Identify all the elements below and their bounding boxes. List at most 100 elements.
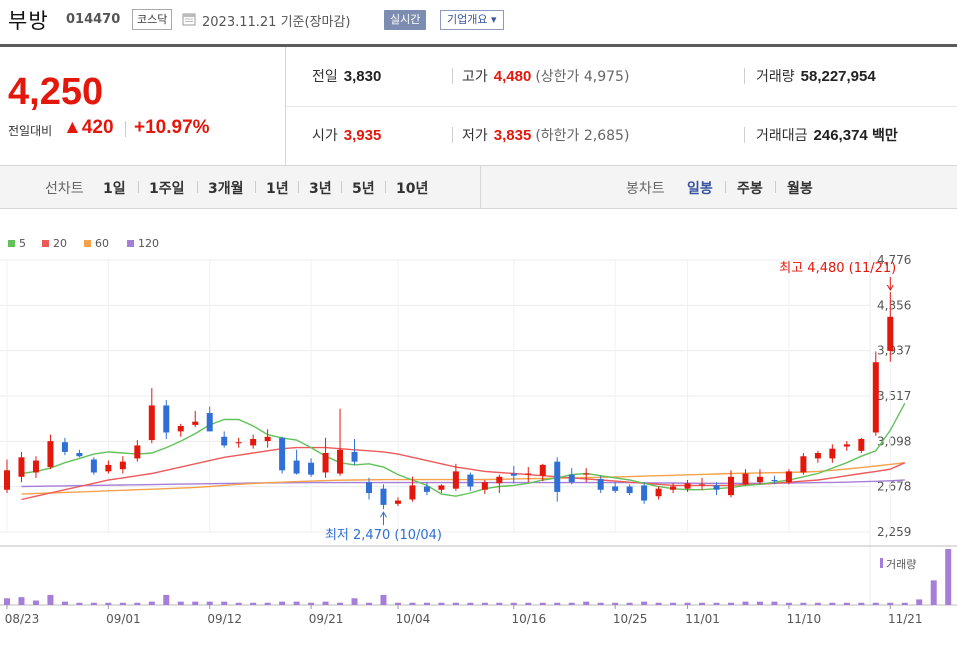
volume-bar xyxy=(192,601,199,605)
tab-3m[interactable]: 3개월 xyxy=(208,181,244,197)
volume-bar xyxy=(380,594,387,605)
candle xyxy=(872,351,879,436)
volume-bar xyxy=(235,602,242,605)
volume-bar xyxy=(308,602,315,605)
volume-bar xyxy=(626,602,633,605)
y-tick-label: 4,356 xyxy=(877,298,911,312)
volume: 거래량 58,227,954 xyxy=(756,66,876,86)
volume-bar xyxy=(177,601,184,605)
tab-separator xyxy=(298,181,299,193)
candle-body xyxy=(467,474,474,487)
high-value: 4,480 xyxy=(493,68,532,85)
candle-body xyxy=(134,445,141,459)
candle-body xyxy=(655,488,662,497)
candle xyxy=(163,400,170,439)
candle-chart-label: 봉차트 xyxy=(626,181,665,197)
legend-ma5: 5 xyxy=(8,237,26,250)
candle-body xyxy=(163,405,170,433)
change-divider xyxy=(125,121,126,137)
volume-bar xyxy=(221,601,228,605)
candle-body xyxy=(18,457,25,477)
candle-body xyxy=(423,486,430,492)
candle-body xyxy=(771,480,778,482)
candle-body xyxy=(612,486,619,491)
candle-body xyxy=(568,474,575,483)
tab-1y[interactable]: 1년 xyxy=(266,181,289,197)
candle-body xyxy=(192,421,199,425)
volume-bar xyxy=(250,602,257,605)
candle xyxy=(134,440,141,462)
price-summary: 4,250 전일대비 ▲420 +10.97% xyxy=(0,47,286,165)
realtime-button[interactable]: 실시간 xyxy=(384,10,427,30)
candle xyxy=(221,431,228,448)
candle-body xyxy=(742,473,749,485)
tab-weekly[interactable]: 주봉 xyxy=(737,181,763,197)
tab-10y[interactable]: 10년 xyxy=(396,181,429,197)
tabs-divider xyxy=(480,166,481,208)
candle-body xyxy=(250,438,257,446)
low-label: 저가 xyxy=(462,128,488,144)
tab-separator xyxy=(341,181,342,193)
volume-legend-swatch xyxy=(880,558,883,568)
candle xyxy=(467,472,474,491)
volume-legend-label: 거래량 xyxy=(886,558,916,571)
candle-body xyxy=(641,485,648,501)
legend-label: 60 xyxy=(95,237,109,250)
volume-bar xyxy=(612,602,619,605)
volume-bar xyxy=(742,601,749,605)
volume-bar xyxy=(423,602,430,605)
candle-body xyxy=(858,438,865,451)
volume-bar xyxy=(409,602,416,605)
prev-close-value: 3,830 xyxy=(343,68,382,85)
open-value: 3,935 xyxy=(343,127,382,144)
x-tick-label: 11/21 xyxy=(888,612,923,626)
candle xyxy=(583,468,590,483)
quote-row-divider xyxy=(286,106,957,107)
candle-body xyxy=(843,444,850,447)
volume-bar xyxy=(771,601,778,605)
volume-bar xyxy=(76,602,83,605)
candle xyxy=(308,458,315,477)
candle-body xyxy=(829,448,836,459)
candle-body xyxy=(713,485,720,490)
lower-limit: (하한가 2,685) xyxy=(535,128,630,144)
candle xyxy=(337,408,344,476)
volume-bar xyxy=(568,602,575,605)
volume-bar xyxy=(800,602,807,605)
candle xyxy=(612,482,619,493)
candle xyxy=(235,437,242,448)
tab-daily[interactable]: 일봉 xyxy=(687,181,713,197)
company-overview-dropdown[interactable]: 기업개요 ▾ xyxy=(440,10,504,30)
amount-unit: 백만 xyxy=(871,128,898,144)
legend-swatch xyxy=(84,240,91,247)
ma60-line xyxy=(21,462,905,495)
candle xyxy=(858,437,865,454)
y-tick-label: 3,937 xyxy=(877,344,911,358)
candle-body xyxy=(32,460,39,473)
candle xyxy=(76,449,83,458)
candle-body xyxy=(887,316,894,351)
candle xyxy=(554,457,561,502)
tab-monthly[interactable]: 월봉 xyxy=(787,181,813,197)
tab-5y[interactable]: 5년 xyxy=(352,181,375,197)
volume-bar xyxy=(684,602,691,605)
tab-1w[interactable]: 1주일 xyxy=(149,181,185,197)
x-tick-label: 10/25 xyxy=(613,612,648,626)
x-tick-label: 09/21 xyxy=(309,612,344,626)
candle xyxy=(800,453,807,475)
candle xyxy=(32,456,39,478)
low-value: 3,835 xyxy=(493,127,532,144)
candle xyxy=(510,465,517,484)
volume-bar xyxy=(945,549,952,605)
candle xyxy=(713,482,720,496)
candle-body xyxy=(206,413,213,432)
volume-bar xyxy=(641,601,648,605)
tab-1d[interactable]: 1일 xyxy=(103,181,126,197)
ma5-line xyxy=(21,402,906,497)
min-annotation: 최저 2,470 (10/04) xyxy=(325,528,442,543)
tab-3y[interactable]: 3년 xyxy=(309,181,332,197)
volume-bar xyxy=(438,602,445,605)
candle xyxy=(47,434,54,470)
x-tick-label: 09/12 xyxy=(207,612,242,626)
